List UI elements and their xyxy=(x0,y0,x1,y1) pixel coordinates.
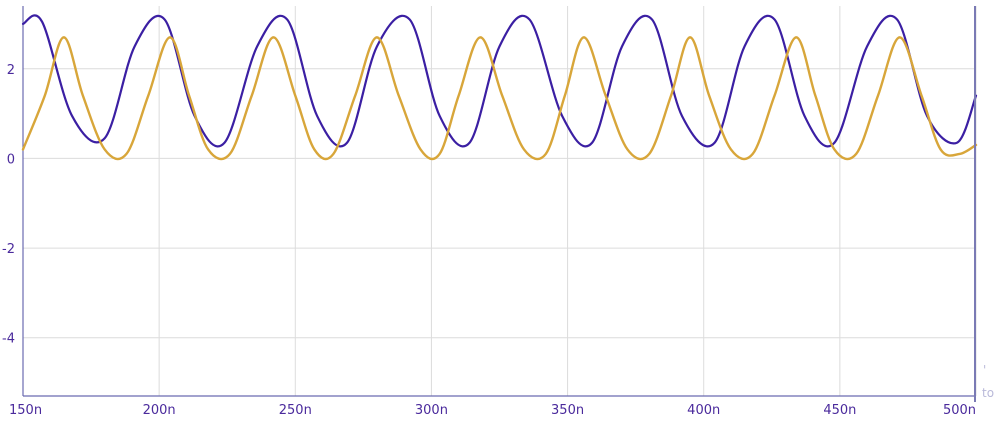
y-tick-label: -2 xyxy=(2,242,15,257)
x-tick-label: 200n xyxy=(143,403,176,418)
series-line-gold xyxy=(21,36,978,161)
grid-lines xyxy=(22,6,977,396)
axes xyxy=(22,6,976,397)
time-cursor-line[interactable] xyxy=(974,6,976,402)
series-layer xyxy=(21,14,978,161)
y-tick-label: 2 xyxy=(7,63,15,78)
right-panel-fragment-bottom: to xyxy=(982,386,995,400)
x-tick-label: 300n xyxy=(415,403,448,418)
y-tick-labels: 2 0 -2 -4 xyxy=(2,63,15,347)
x-tick-label: 150n xyxy=(9,403,42,418)
x-tick-label: 400n xyxy=(687,403,720,418)
x-tick-label: 450n xyxy=(823,403,856,418)
x-tick-labels: 150n 200n 250n 300n 350n 400n 450n 500n xyxy=(9,403,976,418)
y-tick-label: -4 xyxy=(2,332,15,347)
x-tick-label: 250n xyxy=(279,403,312,418)
x-tick-label: 350n xyxy=(551,403,584,418)
y-tick-label: 0 xyxy=(7,152,15,167)
x-tick-label: 500n xyxy=(943,403,976,418)
right-panel-fragment-top: ' xyxy=(983,363,987,377)
series-line-purple xyxy=(21,14,978,148)
